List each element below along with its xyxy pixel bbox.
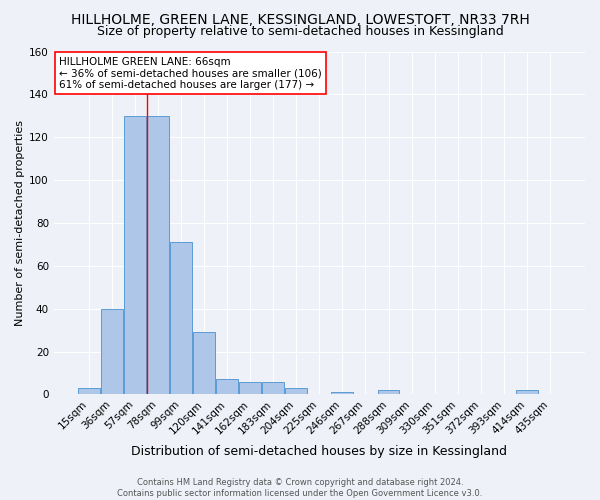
- Bar: [262, 382, 284, 394]
- Bar: [216, 380, 238, 394]
- Bar: [516, 390, 538, 394]
- Bar: [377, 390, 400, 394]
- Text: HILLHOLME, GREEN LANE, KESSINGLAND, LOWESTOFT, NR33 7RH: HILLHOLME, GREEN LANE, KESSINGLAND, LOWE…: [71, 12, 529, 26]
- Bar: [239, 382, 261, 394]
- Bar: [286, 388, 307, 394]
- Bar: [193, 332, 215, 394]
- Bar: [101, 308, 123, 394]
- Y-axis label: Number of semi-detached properties: Number of semi-detached properties: [15, 120, 25, 326]
- Bar: [78, 388, 100, 394]
- Text: Contains HM Land Registry data © Crown copyright and database right 2024.
Contai: Contains HM Land Registry data © Crown c…: [118, 478, 482, 498]
- Text: HILLHOLME GREEN LANE: 66sqm
← 36% of semi-detached houses are smaller (106)
61% : HILLHOLME GREEN LANE: 66sqm ← 36% of sem…: [59, 56, 322, 90]
- Bar: [147, 116, 169, 394]
- Bar: [170, 242, 192, 394]
- Bar: [124, 116, 146, 394]
- Bar: [331, 392, 353, 394]
- X-axis label: Distribution of semi-detached houses by size in Kessingland: Distribution of semi-detached houses by …: [131, 444, 508, 458]
- Text: Size of property relative to semi-detached houses in Kessingland: Size of property relative to semi-detach…: [97, 25, 503, 38]
